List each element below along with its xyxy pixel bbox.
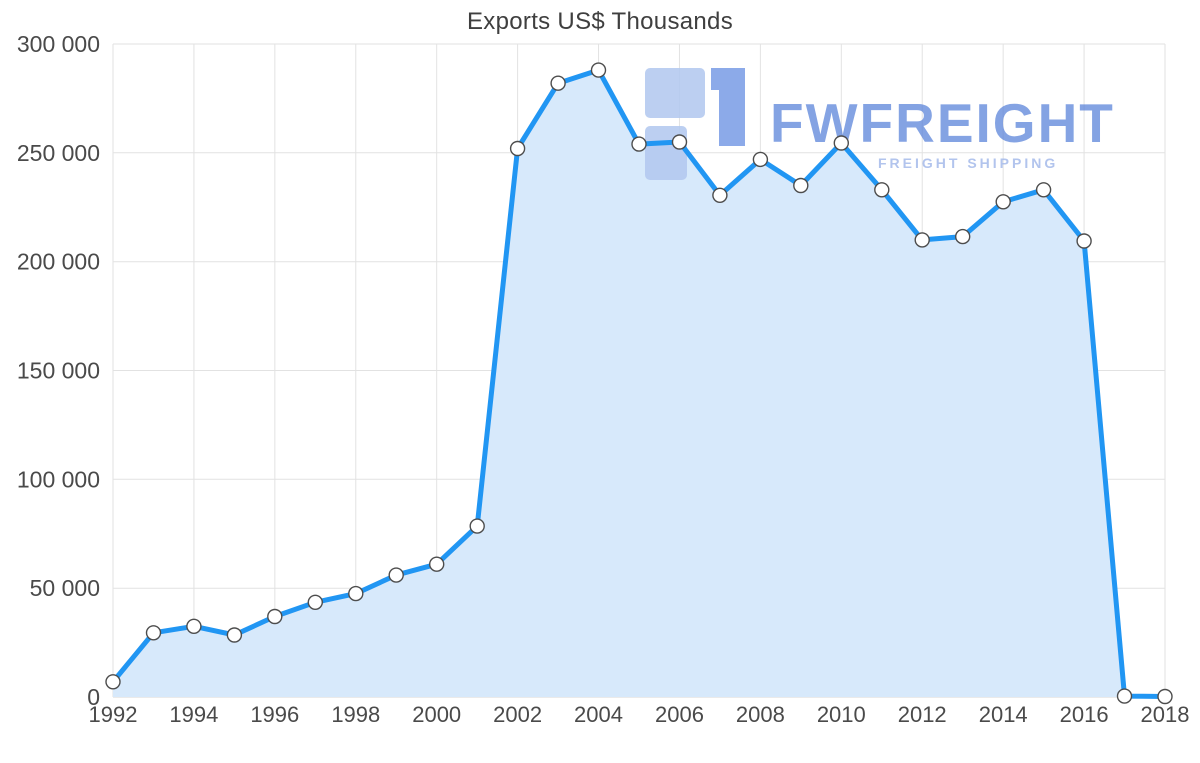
- svg-text:2006: 2006: [655, 702, 704, 727]
- logo-icon-seven-shape: [711, 68, 745, 146]
- svg-text:2018: 2018: [1141, 702, 1190, 727]
- svg-text:200 000: 200 000: [17, 249, 100, 275]
- x-axis-labels: 1992 1994 1996 1998 2000 2002 2004 2006 2008 2010…: [89, 702, 1190, 727]
- chart-title: Exports US$ Thousands: [467, 8, 733, 35]
- svg-text:50 000: 50 000: [30, 575, 100, 601]
- svg-text:2000: 2000: [412, 702, 461, 727]
- svg-text:250 000: 250 000: [17, 140, 100, 166]
- svg-text:2008: 2008: [736, 702, 785, 727]
- data-point-markers: [105, 62, 1173, 705]
- area-fill: [113, 70, 1165, 698]
- svg-text:1998: 1998: [331, 702, 380, 727]
- watermark-tagline-text: FREIGHT SHIPPING: [878, 155, 1058, 171]
- watermark-brand-text: FWFREIGHT: [770, 92, 1115, 154]
- svg-text:2012: 2012: [898, 702, 947, 727]
- fwfreight-watermark: FWFREIGHT FREIGHT SHIPPING: [645, 68, 1115, 180]
- svg-text:2010: 2010: [817, 702, 866, 727]
- svg-text:100 000: 100 000: [17, 466, 100, 492]
- logo-icon-block-top: [645, 68, 705, 118]
- svg-text:1996: 1996: [250, 702, 299, 727]
- svg-text:300 000: 300 000: [17, 31, 100, 57]
- svg-text:0: 0: [87, 684, 100, 710]
- y-axis-labels: 0 50 000 100 000 150 000 200 000 250 000 300 0…: [17, 31, 100, 710]
- svg-text:2016: 2016: [1060, 702, 1109, 727]
- svg-text:1994: 1994: [169, 702, 218, 727]
- svg-text:1992: 1992: [89, 702, 138, 727]
- logo-icon-block-bottom: [645, 126, 687, 180]
- svg-text:2002: 2002: [493, 702, 542, 727]
- svg-text:2004: 2004: [574, 702, 623, 727]
- svg-text:2014: 2014: [979, 702, 1028, 727]
- svg-text:150 000: 150 000: [17, 358, 100, 384]
